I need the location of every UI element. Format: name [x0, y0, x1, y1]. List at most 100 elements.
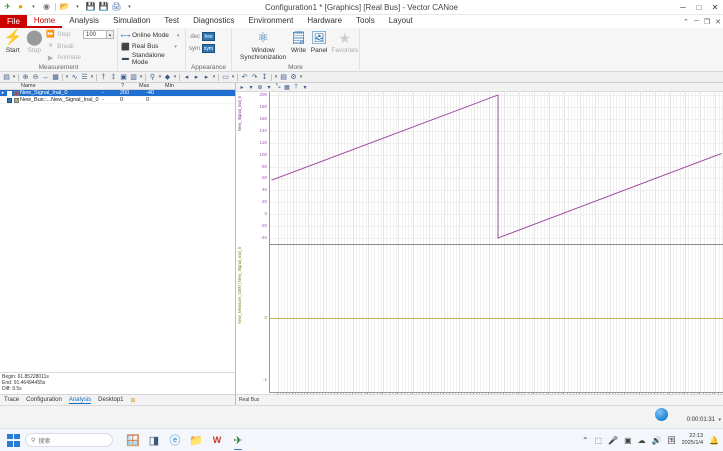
- notification-bell-icon[interactable]: 🔔: [709, 435, 719, 445]
- network-icon[interactable]: ⬚: [594, 435, 603, 445]
- animate-button[interactable]: ▶ Animate: [46, 52, 81, 63]
- minimize-button[interactable]: ─: [680, 3, 686, 12]
- zoom-in-icon[interactable]: ⊕: [22, 74, 29, 81]
- standalone-mode-button[interactable]: ▬ Standalone Mode: [121, 52, 182, 66]
- folder-open-icon[interactable]: 📂: [59, 2, 70, 11]
- curve-icon[interactable]: ∿: [71, 74, 78, 81]
- chevron-down-icon[interactable]: ▾: [174, 43, 177, 50]
- panel-button[interactable]: 🖼 Panel: [311, 29, 328, 54]
- plot-area[interactable]: [269, 92, 723, 392]
- analysis-tab-bar[interactable]: Trace Configuration Analysis Desktop1 ⊞: [0, 394, 235, 405]
- redo-icon[interactable]: ↷: [251, 74, 258, 81]
- maximize-button[interactable]: □: [696, 3, 702, 12]
- table-row[interactable]: ▸ New_Signal_Inal_0 - 200 -40: [0, 90, 235, 97]
- online-mode-button[interactable]: ⟷ Online Mode ▾: [120, 31, 182, 40]
- overflow-chevron-icon[interactable]: ▾: [128, 3, 131, 10]
- header-name[interactable]: Name: [21, 83, 36, 89]
- tab-trace[interactable]: Trace: [4, 397, 20, 403]
- tab-file[interactable]: File: [0, 15, 27, 28]
- play-icon[interactable]: ▸: [194, 74, 199, 81]
- taskbar-search-box[interactable]: ⚲ 搜索: [25, 433, 113, 447]
- file-explorer-icon[interactable]: 📁: [189, 434, 203, 447]
- chevron-down-icon[interactable]: ▾: [32, 3, 35, 10]
- caret-icon[interactable]: ▾: [158, 74, 162, 80]
- caret-icon[interactable]: ▾: [303, 84, 307, 91]
- window-synchronization-button[interactable]: ⚛ Window Synchronization: [240, 29, 286, 61]
- legend-icon[interactable]: ☰: [81, 74, 88, 81]
- caret-icon[interactable]: ▾: [65, 74, 69, 80]
- tab-environment[interactable]: Environment: [248, 16, 294, 25]
- edge-icon[interactable]: ⓔ: [169, 435, 181, 447]
- marker-icon[interactable]: ◆: [164, 74, 171, 81]
- tab-diagnostics[interactable]: Diagnostics: [193, 16, 235, 25]
- real-bus-button[interactable]: ⬛ Real Bus ▾: [121, 42, 182, 51]
- windows-start-icon[interactable]: [7, 433, 20, 447]
- select-icon[interactable]: ▣: [120, 74, 127, 81]
- undo-icon[interactable]: ↶: [241, 74, 248, 81]
- header-q[interactable]: ?: [121, 83, 125, 89]
- favorites-button[interactable]: ★ Favorites: [331, 29, 358, 54]
- row-color-swatch[interactable]: [12, 90, 19, 96]
- widgets-icon[interactable]: ◨: [148, 434, 160, 447]
- zoom-icon[interactable]: ⊕: [257, 84, 263, 91]
- caret-icon[interactable]: ▾: [249, 84, 253, 91]
- graphics-icon[interactable]: ▤: [3, 74, 10, 81]
- caret-icon[interactable]: ▾: [12, 74, 16, 80]
- fit-icon[interactable]: ⤡: [275, 83, 281, 90]
- ribbon-collapse-icon[interactable]: ⌃: [683, 18, 689, 26]
- wps-writer-icon[interactable]: W: [212, 435, 222, 445]
- animate-speed-input[interactable]: 100: [82, 30, 107, 39]
- header-min[interactable]: Min: [165, 83, 174, 89]
- tab-hardware[interactable]: Hardware: [307, 16, 343, 25]
- save-icon[interactable]: 💾: [85, 2, 96, 11]
- window-close-icon[interactable]: ✕: [715, 18, 721, 26]
- tab-test[interactable]: Test: [164, 16, 180, 25]
- pointer-icon[interactable]: ▸: [240, 84, 244, 91]
- tab-layout[interactable]: Layout: [388, 16, 413, 25]
- search-icon[interactable]: ⚲: [149, 74, 156, 81]
- caret-icon[interactable]: ▾: [274, 74, 278, 80]
- tab-simulation[interactable]: Simulation: [113, 16, 151, 25]
- window-buttons[interactable]: ─ □ ✕: [675, 0, 723, 15]
- table-icon[interactable]: ▥: [130, 74, 137, 81]
- window-minimize-icon[interactable]: ─: [693, 18, 699, 25]
- cursor2-icon[interactable]: ‡: [111, 73, 116, 81]
- row-checkbox[interactable]: [5, 90, 12, 96]
- hex-toggle[interactable]: hex: [202, 32, 215, 41]
- volume-icon[interactable]: 🔊: [651, 435, 662, 445]
- caret-icon[interactable]: ▾: [90, 74, 94, 80]
- graphics-toolbar[interactable]: ▤ ▾ ⊕ ⊖ ↔ ▦ ▾ ∿ ☰ ▾ † ‡ ▣ ▥ ▾ ⚲ ▾ ◆ ▾ ◂ ▸ ▸ ▾ ▭ ▾ ↶ ↷ ↧ ▾ ▤ ⚙ ▾: [0, 72, 723, 83]
- print-icon[interactable]: 🖨: [111, 2, 122, 11]
- print-icon[interactable]: ▤: [280, 74, 287, 81]
- prev-icon[interactable]: ◂: [184, 74, 189, 81]
- stop-button[interactable]: ⬤ Stop: [25, 29, 45, 55]
- measure-icon[interactable]: ↔: [42, 73, 49, 81]
- monitor-icon[interactable]: ▣: [624, 435, 632, 445]
- caret-icon[interactable]: ▾: [173, 74, 177, 80]
- step-button[interactable]: ⏩ Step: [46, 29, 81, 40]
- tab-analysis[interactable]: Analysis: [69, 16, 100, 25]
- tab-home[interactable]: Home: [26, 15, 63, 28]
- break-button[interactable]: ⏸ Break: [46, 41, 81, 52]
- tab-tools[interactable]: Tools: [356, 16, 375, 25]
- chevron-down-icon[interactable]: ▾: [176, 32, 180, 39]
- taskbar-clock[interactable]: 22:13 2025/1/4: [682, 433, 703, 447]
- grid-icon[interactable]: ▦: [284, 84, 290, 91]
- sym-toggle[interactable]: sym: [202, 44, 215, 53]
- appearance-row-dec-hex[interactable]: dec hex: [189, 32, 215, 41]
- ribbon-tab-bar[interactable]: File Home Analysis Simulation Test Diagn…: [0, 15, 723, 28]
- row-checkbox[interactable]: [5, 97, 12, 103]
- zoom-out-icon[interactable]: ⊖: [32, 74, 39, 81]
- export-icon[interactable]: ↧: [261, 74, 268, 81]
- cursor-icon[interactable]: †: [101, 73, 106, 81]
- cloud-icon[interactable]: ☁: [637, 435, 646, 445]
- bulb-icon[interactable]: ●: [18, 2, 23, 11]
- taskview-icon[interactable]: 🪟: [126, 434, 140, 447]
- chevron-down-icon[interactable]: ▾: [76, 3, 79, 10]
- caret-icon[interactable]: ▾: [139, 74, 143, 80]
- window-icon[interactable]: ▭: [222, 74, 229, 81]
- add-tab-icon[interactable]: ⊞: [130, 397, 136, 404]
- mic-icon[interactable]: 🎤: [608, 435, 619, 445]
- config-icon[interactable]: ⚙: [290, 74, 297, 81]
- save-all-icon[interactable]: 💾: [98, 2, 109, 11]
